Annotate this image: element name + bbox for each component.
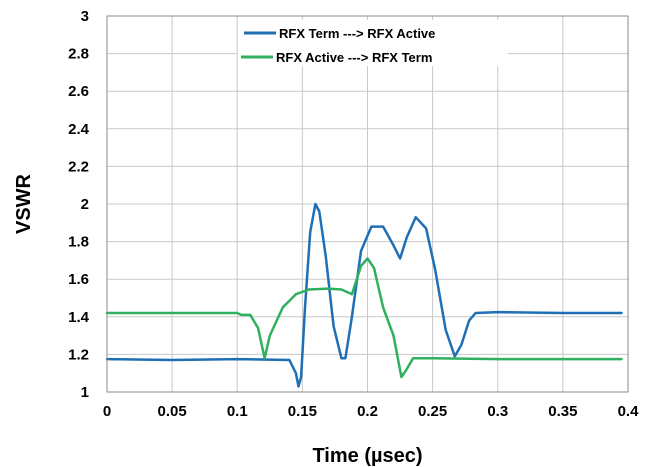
legend-label-term-to-active: RFX Term ---> RFX Active: [279, 26, 435, 41]
x-axis-title: Time (µsec): [312, 445, 422, 467]
x-tick-label: 0.2: [357, 403, 378, 420]
y-tick-label: 2.4: [68, 121, 90, 138]
y-tick-label: 1.8: [68, 234, 89, 251]
y-tick-label: 1.2: [68, 346, 89, 363]
x-tick-label: 0.15: [288, 403, 317, 420]
legend-label-active-to-term: RFX Active ---> RFX Term: [276, 50, 432, 65]
series-layer: [105, 202, 623, 388]
y-tick-label: 1.4: [68, 309, 90, 326]
legend: RFX Term ---> RFX Active RFX Active --->…: [238, 20, 508, 66]
tick-labels: 0 0.05 0.1 0.15 0.2 0.25 0.3 0.35 0.4 1 1.2 1.4 1.6 1…: [68, 8, 639, 420]
y-tick-label: 2.8: [68, 46, 89, 63]
x-tick-label: 0: [103, 403, 111, 420]
y-tick-label: 2: [81, 196, 89, 213]
x-tick-label: 0.1: [227, 403, 248, 420]
x-tick-label: 0.4: [618, 403, 640, 420]
y-tick-label: 3: [81, 8, 89, 25]
y-tick-label: 1: [81, 384, 89, 401]
x-tick-label: 0.25: [418, 403, 447, 420]
x-tick-label: 0.3: [487, 403, 508, 420]
series-line-1: [105, 257, 623, 379]
legend-box: [238, 20, 508, 66]
y-axis-title: VSWR: [13, 173, 35, 234]
grid-lines: [106, 15, 629, 393]
y-tick-label: 2.6: [68, 83, 89, 100]
plot-frame: [106, 15, 629, 393]
series-line-0: [105, 202, 623, 388]
y-tick-label: 2.2: [68, 158, 89, 175]
x-tick-label: 0.05: [158, 403, 187, 420]
y-tick-label: 1.6: [68, 271, 89, 288]
x-tick-label: 0.35: [548, 403, 577, 420]
